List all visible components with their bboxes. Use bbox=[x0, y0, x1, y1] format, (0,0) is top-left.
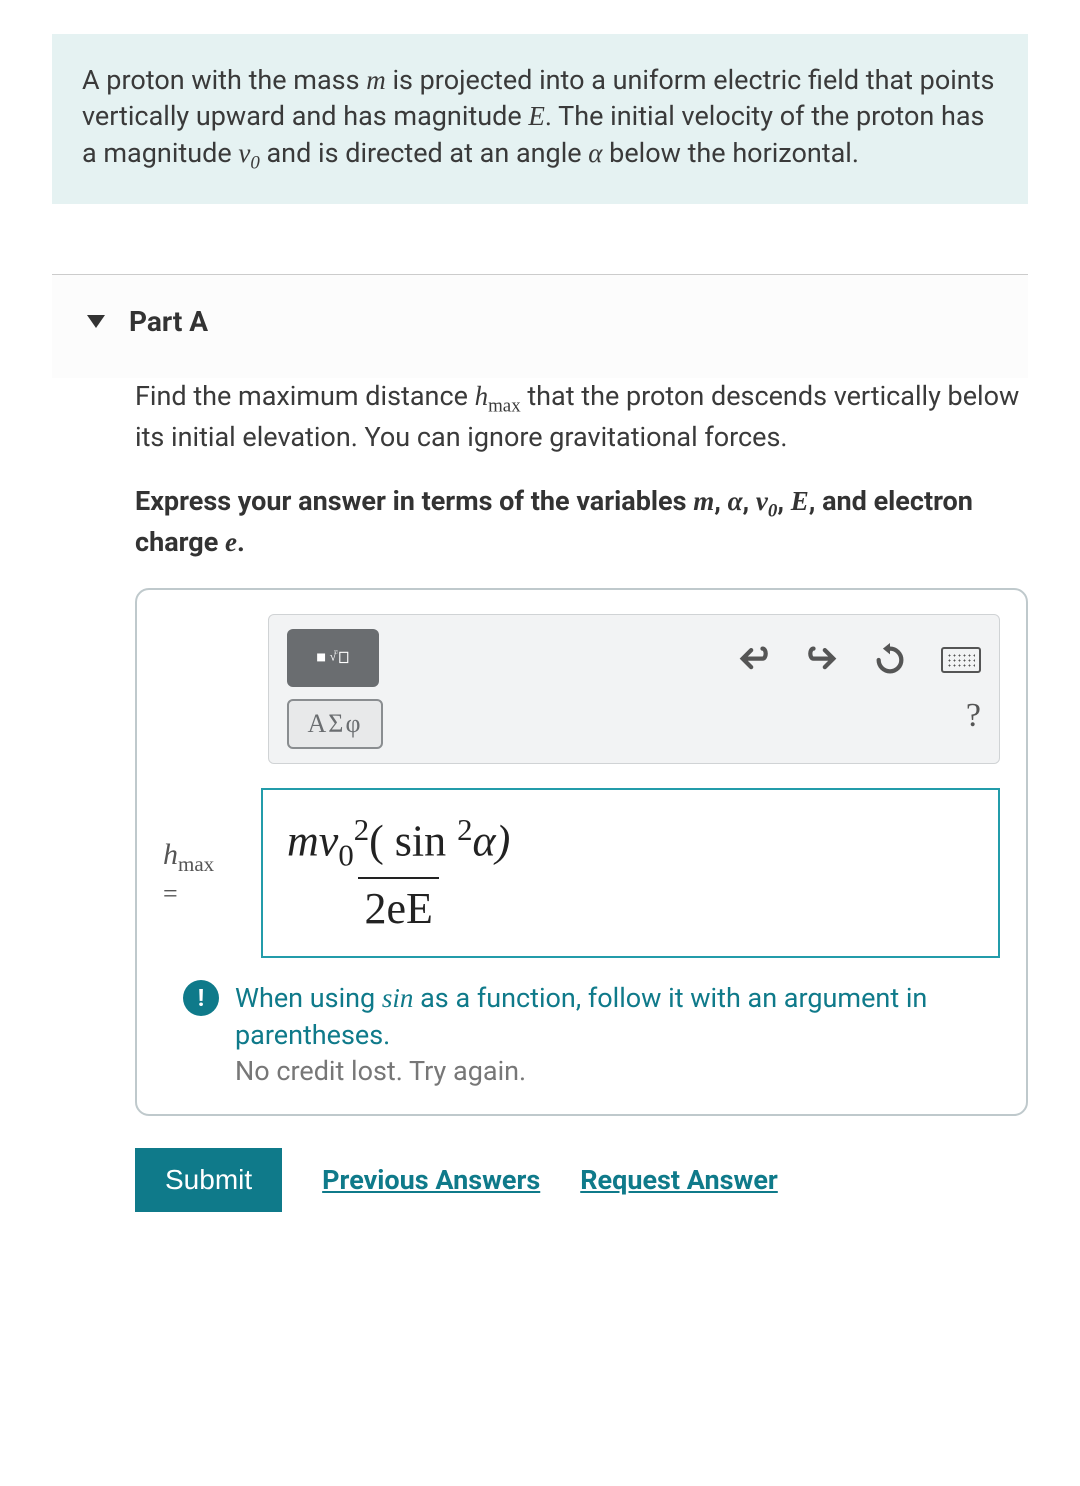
part-title: Part A bbox=[129, 305, 208, 338]
instruction-text: Express your answer in terms of the vari… bbox=[135, 483, 1028, 560]
part-header[interactable]: Part A bbox=[52, 274, 1028, 378]
request-answer-link[interactable]: Request Answer bbox=[580, 1164, 778, 1196]
equation-toolbar: √ □ ΑΣφ ? bbox=[268, 614, 1000, 764]
problem-text: and is directed at an angle bbox=[260, 137, 588, 169]
answer-fraction: mv02( sin 2α) 2eE bbox=[281, 813, 516, 934]
previous-answers-link[interactable]: Previous Answers bbox=[322, 1164, 540, 1196]
answer-lhs: hmax = bbox=[163, 838, 243, 909]
info-icon: ! bbox=[183, 980, 219, 1016]
greek-symbols-button[interactable]: ΑΣφ bbox=[287, 699, 383, 749]
svg-text:□: □ bbox=[334, 650, 338, 656]
reset-icon[interactable] bbox=[873, 643, 907, 677]
keyboard-icon[interactable] bbox=[941, 647, 981, 673]
templates-button[interactable]: √ □ bbox=[287, 629, 379, 687]
undo-icon[interactable] bbox=[737, 643, 771, 677]
feedback-line1: When using sin as a function, follow it … bbox=[235, 982, 927, 1050]
feedback-line2: No credit lost. Try again. bbox=[235, 1055, 526, 1087]
collapse-caret-icon bbox=[87, 315, 105, 328]
problem-text: below the horizontal. bbox=[602, 137, 859, 169]
var-hmax: hmax bbox=[475, 381, 521, 411]
problem-text: A proton with the mass bbox=[82, 64, 366, 96]
answer-panel: √ □ ΑΣφ ? bbox=[135, 588, 1028, 1115]
problem-statement: A proton with the mass m is projected in… bbox=[52, 34, 1028, 204]
var-m: m bbox=[366, 65, 386, 95]
template-icon: √ □ bbox=[316, 641, 350, 675]
var-v0: v0 bbox=[238, 138, 259, 168]
submit-button[interactable]: Submit bbox=[135, 1148, 282, 1212]
question-text: Find the maximum distance hmax that the … bbox=[135, 378, 1028, 455]
var-alpha: α bbox=[588, 138, 602, 168]
var-E: E bbox=[528, 101, 545, 131]
answer-input[interactable]: mv02( sin 2α) 2eE bbox=[261, 788, 1000, 958]
help-button[interactable]: ? bbox=[966, 697, 981, 735]
action-row: Submit Previous Answers Request Answer bbox=[135, 1148, 1028, 1212]
redo-icon[interactable] bbox=[805, 643, 839, 677]
feedback: ! When using sin as a function, follow i… bbox=[163, 980, 1000, 1089]
